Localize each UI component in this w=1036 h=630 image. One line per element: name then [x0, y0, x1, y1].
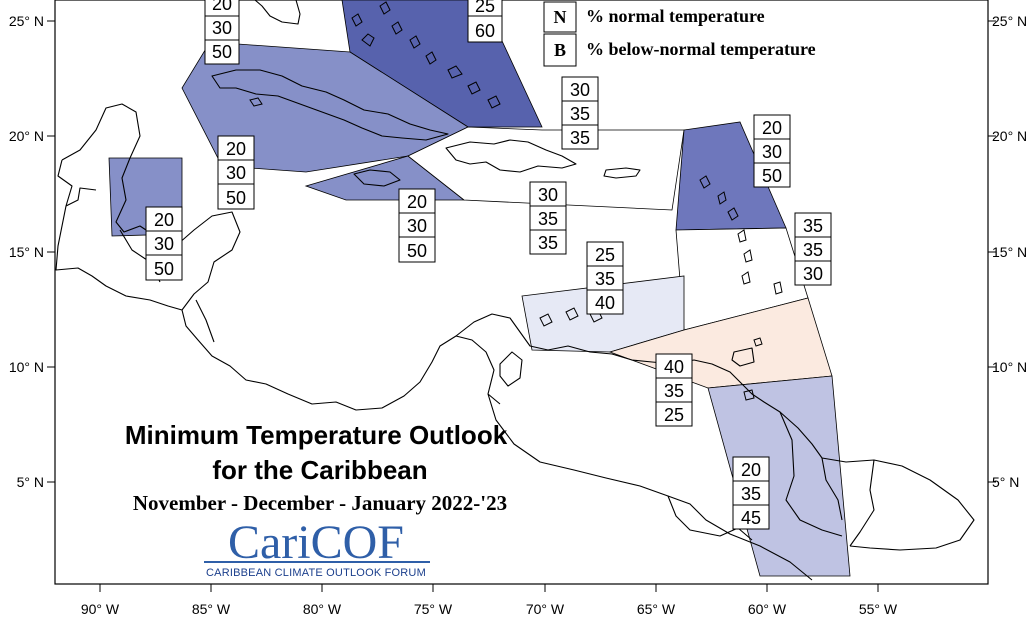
probability-value: 25 — [475, 0, 495, 16]
probability-box-hispaniola: 30 35 35 — [561, 76, 599, 150]
probability-value: 50 — [154, 259, 174, 279]
probability-value: 30 — [803, 264, 823, 284]
probability-value: 50 — [212, 42, 232, 62]
x-axis: 90° W 85° W 80° W 75° W 70° W 65° W 60° … — [81, 584, 898, 617]
probability-value: 35 — [664, 381, 684, 401]
y-tick-label: 15° N — [992, 244, 1027, 260]
probability-value: 20 — [154, 210, 174, 230]
x-tick-label: 55° W — [859, 601, 898, 617]
probability-value: 20 — [226, 139, 246, 159]
probability-box-windward: 35 35 30 — [794, 212, 832, 286]
probability-box-cuba: 20 30 50 — [217, 135, 255, 210]
probability-value: 30 — [154, 234, 174, 254]
y-tick-label: 25° N — [992, 13, 1027, 29]
title-block: Minimum Temperature Outlook for the Cari… — [125, 420, 508, 515]
probability-box-belize: 20 30 50 — [145, 206, 183, 281]
probability-box-leeward: 20 30 50 — [753, 114, 791, 188]
probability-value: 35 — [803, 216, 823, 236]
probability-value: 45 — [741, 508, 761, 528]
x-tick-label: 65° W — [637, 601, 676, 617]
y-tick-label: 5° N — [17, 474, 44, 490]
probability-box-bahamas: 25 60 — [467, 0, 503, 43]
probability-box-florida: 20 30 50 — [204, 0, 240, 65]
map-title: Minimum Temperature Outlook — [125, 420, 508, 450]
islands — [211, 1, 783, 401]
y-tick-label: 10° N — [9, 359, 44, 375]
probability-box-abc: 25 35 40 — [586, 241, 624, 315]
probability-value: 40 — [664, 357, 684, 377]
probability-value: 35 — [538, 233, 558, 253]
legend-key-box — [543, 33, 577, 67]
probability-value: 30 — [762, 142, 782, 162]
probability-value: 35 — [538, 209, 558, 229]
y-tick-label: 10° N — [992, 359, 1027, 375]
probability-value: 50 — [407, 241, 427, 261]
probability-value: 30 — [538, 185, 558, 205]
logo-subtitle: CARIBBEAN CLIMATE OUTLOOK FORUM — [206, 567, 426, 579]
x-tick-label: 75° W — [414, 601, 453, 617]
probability-value: 20 — [407, 192, 427, 212]
probability-value: 20 — [212, 0, 232, 14]
y-tick-label: 25° N — [9, 13, 44, 29]
legend-key-box — [543, 1, 577, 33]
probability-value: 25 — [595, 245, 615, 265]
probability-value: 40 — [595, 293, 615, 313]
legend: N B % normal temperature % below-normal … — [543, 1, 816, 67]
x-tick-label: 60° W — [748, 601, 787, 617]
probability-value: 35 — [741, 484, 761, 504]
x-tick-label: 70° W — [526, 601, 565, 617]
y-axis-left: 25° N 20° N 15° N 10° N 5° N — [9, 13, 55, 490]
x-tick-label: 85° W — [192, 601, 231, 617]
probability-value: 25 — [664, 405, 684, 425]
probability-value: 50 — [762, 166, 782, 186]
probability-value: 20 — [762, 118, 782, 138]
probability-box-jamaica: 20 30 50 — [398, 188, 436, 263]
probability-value: 30 — [407, 216, 427, 236]
probability-value: 30 — [226, 163, 246, 183]
y-tick-label: 5° N — [992, 474, 1019, 490]
y-tick-label: 20° N — [992, 128, 1027, 144]
x-tick-label: 90° W — [81, 601, 120, 617]
coastlines — [55, 0, 975, 581]
probability-value: 60 — [475, 21, 495, 41]
probability-box-guianas: 20 35 45 — [732, 456, 770, 530]
legend-key: B — [554, 40, 566, 60]
probability-value: 35 — [570, 128, 590, 148]
forecast-period: November - December - January 2022-'23 — [133, 491, 507, 515]
x-tick-label: 80° W — [303, 601, 342, 617]
probability-value: 35 — [570, 104, 590, 124]
probability-value: 35 — [595, 269, 615, 289]
legend-label: % normal temperature — [586, 6, 765, 26]
forecast-zones — [108, 0, 851, 577]
probability-value: 35 — [803, 240, 823, 260]
probability-value: 30 — [570, 80, 590, 100]
caricof-logo: CariCOF CARIBBEAN CLIMATE OUTLOOK FORUM — [204, 516, 430, 579]
probability-box-central-sea: 30 35 35 — [529, 181, 567, 255]
map-title-line2: for the Caribbean — [212, 455, 427, 485]
y-tick-label: 20° N — [9, 128, 44, 144]
probability-value: 20 — [741, 460, 761, 480]
legend-label: % below-normal temperature — [586, 39, 816, 59]
probability-value: 50 — [226, 188, 246, 208]
probability-value: 30 — [212, 18, 232, 38]
y-tick-label: 15° N — [9, 244, 44, 260]
probability-box-trinidad: 40 35 25 — [655, 353, 693, 427]
logo-wordmark: CariCOF — [228, 516, 404, 569]
legend-key: N — [554, 7, 567, 27]
y-axis-right: 25° N 20° N 15° N 10° N 5° N — [988, 13, 1027, 490]
